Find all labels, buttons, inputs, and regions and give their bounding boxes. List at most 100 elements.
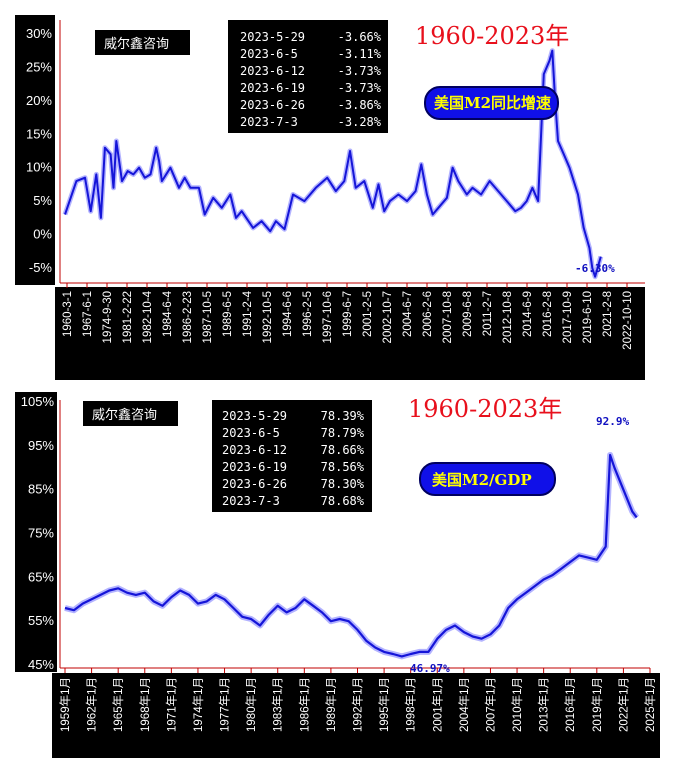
x-tick-label: 2009-6-8 [462, 291, 474, 337]
x-tick-label: 2017-10-9 [562, 291, 574, 343]
data-table-box-2 [212, 400, 372, 512]
table-date: 2023-6-5 [240, 47, 298, 61]
chart-title-2: 1960-2023年 [408, 395, 562, 423]
x-tick-label: 2006-2-6 [422, 291, 434, 337]
y-axis-band-2 [15, 392, 57, 672]
x-tick-label: 2016年1月 [563, 677, 577, 732]
x-tick-label: 2022-10-10 [622, 291, 634, 350]
x-tick-label: 1959年1月 [58, 677, 72, 732]
x-tick-label: 2019年1月 [590, 677, 604, 732]
y-tick-label: 5% [33, 193, 52, 208]
table-value: -3.28% [338, 115, 382, 129]
table-date: 2023-6-12 [240, 64, 305, 78]
table-date: 2023-5-29 [222, 409, 287, 423]
y-ticks-2: 105% 95% 85% 75% 65% 55% 45% [21, 394, 55, 672]
y-tick-label: -5% [29, 260, 53, 275]
chart-title-1: 1960-2023年 [415, 22, 569, 50]
x-tick-label: 1981-2-22 [122, 291, 134, 343]
y-ticks-1: 30% 25% 20% 15% 10% 5% 0% -5% [26, 26, 52, 275]
x-tick-label: 2004年1月 [457, 677, 471, 732]
x-tick-label: 2002-10-7 [382, 291, 394, 343]
y-tick-label: 15% [26, 126, 52, 141]
x-tick-label: 1997-10-6 [322, 291, 334, 343]
x-tick-label: 1968年1月 [138, 677, 152, 732]
y-tick-label: 105% [21, 394, 55, 409]
x-tick-label: 1971年1月 [164, 677, 178, 732]
table-value: 78.56% [321, 460, 365, 474]
data-table-1: 2023-5-29 -3.66% 2023-6-5 -3.11% 2023-6-12 -3… [240, 30, 382, 129]
table-date: 2023-7-3 [240, 115, 298, 129]
x-axis-band-2 [52, 673, 660, 758]
x-tick-label: 1980年1月 [244, 677, 258, 732]
chart-2: 105% 95% 85% 75% 65% 55% 45% 1959年1月 1962年1月 196… [15, 392, 660, 758]
x-tick-label: 1999-6-7 [342, 291, 354, 337]
series-pill-1 [424, 86, 559, 120]
table-value: -3.73% [338, 81, 382, 95]
series-pill-label-1: 美国M2同比增速 [434, 94, 551, 112]
x-tick-label: 2012-10-8 [502, 291, 514, 343]
y-tick-label: 55% [28, 613, 54, 628]
x-tick-label: 1989年1月 [324, 677, 338, 732]
x-tick-label: 2007年1月 [483, 677, 497, 732]
x-tick-label: 1967-6-1 [82, 291, 94, 337]
y-axis-band-1 [15, 15, 55, 285]
x-tick-label: 1992年1月 [351, 677, 365, 732]
series-line-1 [64, 49, 602, 278]
series-group-2 [64, 452, 640, 660]
table-value: -3.86% [338, 98, 382, 112]
x-tick-label: 1986年1月 [297, 677, 311, 732]
x-tick-label: 2013年1月 [537, 677, 551, 732]
table-date: 2023-6-12 [222, 443, 287, 457]
x-tick-label: 1983年1月 [271, 677, 285, 732]
x-tick-label: 1994-6-6 [282, 291, 294, 337]
table-date: 2023-6-19 [240, 81, 305, 95]
brand-box-1 [95, 30, 190, 55]
x-tick-label: 1996-2-5 [302, 291, 314, 337]
table-value: 78.39% [321, 409, 365, 423]
y-tick-label: 75% [28, 526, 54, 541]
y-tick-label: 65% [28, 569, 54, 584]
x-tick-label: 2007-10-8 [442, 291, 454, 343]
data-table-box-1 [228, 20, 388, 133]
table-value: 78.66% [321, 443, 365, 457]
x-tick-label: 2010年1月 [510, 677, 524, 732]
y-tick-label: 30% [26, 26, 52, 41]
chart-1: 30%25%20%15%10%5%0%-5% 1960-3-1 1967-6-1 1… [15, 15, 645, 380]
x-tick-label: 1974年1月 [191, 677, 205, 732]
x-tick-label: 1992-10-5 [262, 291, 274, 343]
table-value: -3.73% [338, 64, 382, 78]
table-value: 78.30% [321, 477, 365, 491]
x-tick-label: 1965年1月 [111, 677, 125, 732]
x-tick-label: 2025年1月 [643, 677, 657, 732]
x-ticks-1: 1960-3-1 1967-6-1 1974-9-30 1981-2-22 1982-1… [62, 283, 634, 350]
x-tick-label: 2001-2-5 [362, 291, 374, 337]
x-tick-label: 1995年1月 [377, 677, 391, 732]
brand-label-1: 威尔鑫咨询 [104, 36, 169, 52]
y-tick-label: 0% [33, 227, 52, 242]
table-value: -3.11% [338, 47, 382, 61]
x-tick-label: 2011-2-7 [482, 291, 494, 336]
table-value: 78.79% [321, 426, 365, 440]
series-line-2 [64, 453, 638, 658]
x-tick-label: 1960-3-1 [62, 291, 74, 337]
x-tick-label: 1974-9-30 [102, 291, 114, 343]
table-date: 2023-6-5 [222, 426, 280, 440]
x-tick-label: 2019-6-10 [582, 291, 594, 343]
series-pill-2 [419, 462, 556, 496]
table-value: 78.68% [321, 494, 365, 508]
y-tick-label: 10% [26, 160, 52, 175]
annotation-low-2: 46.97% [410, 662, 450, 675]
x-tick-label: 1962年1月 [85, 677, 99, 732]
series-group-1 [62, 48, 604, 280]
x-tick-label: 1989-6-5 [222, 291, 234, 337]
series-pill-label-2: 美国M2/GDP [432, 471, 532, 489]
x-tick-label: 2004-6-7 [402, 291, 414, 337]
data-table-2: 2023-5-29 78.39% 2023-6-5 78.79% 2023-6-12 78… [222, 409, 365, 508]
annotation-low-1: -6.30% [575, 262, 615, 275]
brand-label-2: 威尔鑫咨询 [92, 407, 157, 423]
table-date: 2023-6-26 [240, 98, 305, 112]
y-tick-label: 85% [28, 482, 54, 497]
y-tick-label: 95% [28, 438, 54, 453]
table-date: 2023-5-29 [240, 30, 305, 44]
